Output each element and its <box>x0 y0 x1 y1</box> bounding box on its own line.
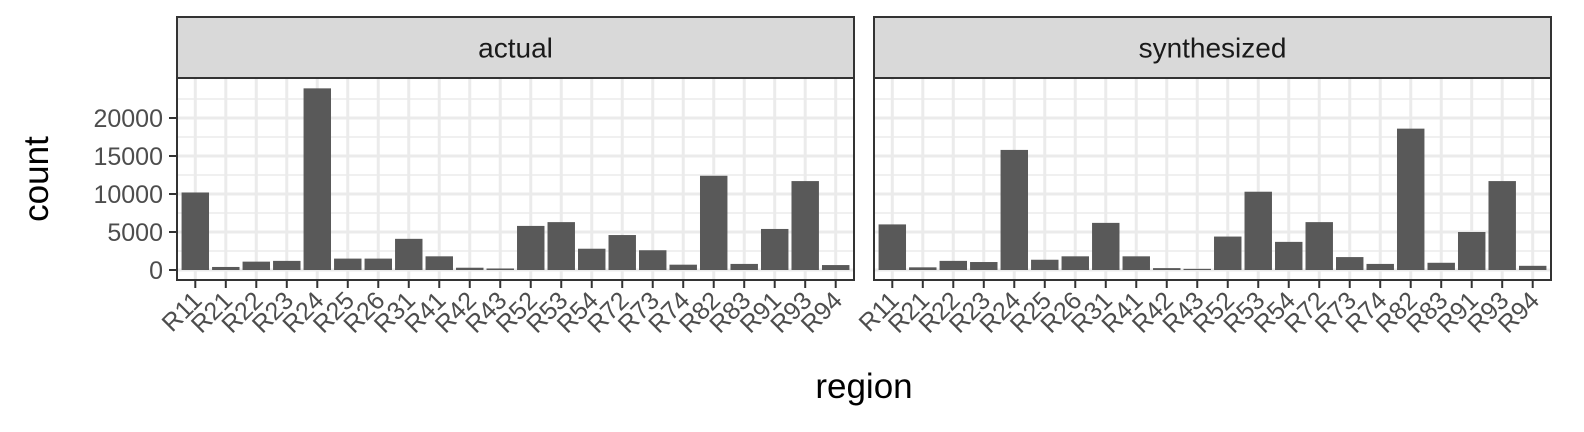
bar-R72 <box>608 235 636 270</box>
bar-R54 <box>1275 241 1303 270</box>
bar-R91 <box>760 228 789 270</box>
bar-R42 <box>456 267 484 270</box>
x-axis: R11R21R22R23R24R25R26R31R41R42R43R52R53R… <box>854 280 1545 339</box>
bar-R73 <box>639 250 667 270</box>
bar-R42 <box>1153 268 1181 270</box>
plot-background <box>874 78 1551 280</box>
bar-R11 <box>181 192 210 270</box>
bar-R23 <box>273 260 301 270</box>
bar-R93 <box>791 181 819 270</box>
bar-R82 <box>1396 128 1425 270</box>
bar-R83 <box>730 263 758 270</box>
y-tick-label: 20000 <box>93 105 163 133</box>
bar-R91 <box>1457 232 1486 270</box>
bar-R43 <box>1183 268 1211 270</box>
facet-strip-label: synthesized <box>1139 33 1287 64</box>
bar-R52 <box>517 225 545 270</box>
bar-R21 <box>212 266 240 270</box>
plot-background <box>177 78 854 280</box>
panel-actual: actual R11R21R22R23R24R25R26R31R41R42R43R… <box>157 16 855 339</box>
facet-strip <box>873 16 1552 79</box>
bar-R24 <box>303 88 332 270</box>
bar-R31 <box>395 238 423 270</box>
bar-R73 <box>1336 257 1364 270</box>
bars <box>878 128 1547 270</box>
bar-R94 <box>821 265 850 270</box>
bar-R25 <box>1031 259 1059 270</box>
facet-strip <box>176 16 855 79</box>
bar-R11 <box>878 224 907 270</box>
bar-R22 <box>939 260 968 270</box>
bar-R52 <box>1214 236 1242 270</box>
y-axis: 0 5000 10000 15000 20000 <box>93 105 177 285</box>
bar-R83 <box>1427 262 1455 270</box>
panel-synthesized: synthesized R11R21R22R23R24R25R26R31R41R4… <box>854 16 1552 339</box>
bar-R41 <box>1122 256 1150 270</box>
bar-R54 <box>578 248 606 270</box>
bar-R41 <box>425 256 453 270</box>
y-tick-label: 10000 <box>93 181 163 209</box>
bar-R43 <box>486 268 514 270</box>
bar-R24 <box>1000 149 1029 270</box>
bar-R74 <box>1366 263 1394 270</box>
bar-R53 <box>1244 191 1272 270</box>
bar-R26 <box>364 258 392 270</box>
bar-R23 <box>970 262 998 270</box>
bar-R72 <box>1305 222 1333 270</box>
bar-R93 <box>1488 181 1516 270</box>
facet-strip-label: actual <box>478 33 553 64</box>
gridlines <box>874 78 1551 280</box>
y-axis-title: count <box>17 136 56 222</box>
bar-R21 <box>909 267 937 270</box>
bar-R94 <box>1518 265 1547 270</box>
panel-border <box>873 77 1552 281</box>
bar-R26 <box>1061 256 1089 270</box>
y-tick-label: 15000 <box>93 143 163 171</box>
x-axis: R11R21R22R23R24R25R26R31R41R42R43R52R53R… <box>157 280 848 339</box>
bar-R82 <box>699 175 728 270</box>
panels: actual R11R21R22R23R24R25R26R31R41R42R43R… <box>157 16 1552 339</box>
bar-R74 <box>669 264 697 270</box>
bars <box>181 88 850 270</box>
bar-R22 <box>242 261 271 270</box>
bar-R25 <box>334 258 362 270</box>
bar-R31 <box>1092 222 1120 270</box>
bar-R53 <box>547 222 575 270</box>
panel-border <box>176 77 855 281</box>
x-axis-title: region <box>815 367 912 406</box>
y-tick-label: 5000 <box>107 219 163 247</box>
y-tick-label: 0 <box>149 257 163 285</box>
